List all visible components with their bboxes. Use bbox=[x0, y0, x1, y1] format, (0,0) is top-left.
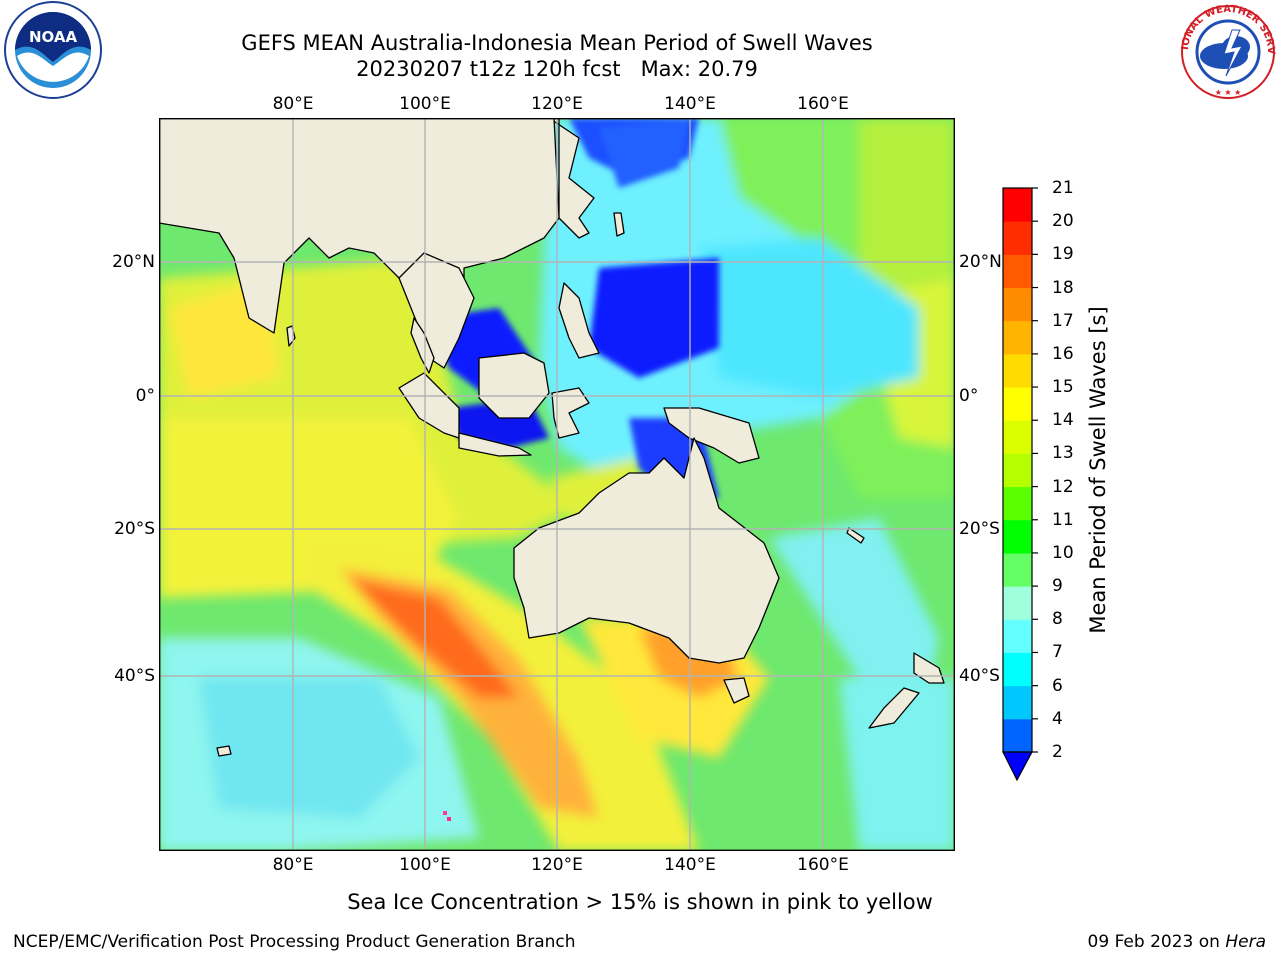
field-west-pacific-cyan bbox=[699, 238, 919, 398]
colorbar-ticks bbox=[1032, 187, 1038, 753]
colorbar-band bbox=[1003, 287, 1032, 322]
lat-label-left: 40°S bbox=[114, 666, 155, 686]
colorbar-band bbox=[1003, 254, 1032, 289]
land-tasmania bbox=[723, 677, 750, 704]
chart-subtitle: 20230207 t12z 120h fcst Max: 20.79 bbox=[356, 57, 758, 81]
land-australia bbox=[513, 437, 780, 664]
colorbar-band bbox=[1003, 652, 1032, 687]
colorbar bbox=[1002, 187, 1038, 782]
svg-text:NOAA: NOAA bbox=[29, 28, 78, 46]
colorbar-band bbox=[1003, 221, 1032, 255]
colorbar-band bbox=[1003, 552, 1032, 587]
colorbar-tick-label: 7 bbox=[1052, 642, 1063, 663]
lon-label-top: 120°E bbox=[531, 94, 583, 114]
field-swell-track-red bbox=[349, 578, 519, 698]
lon-label-bottom: 140°E bbox=[664, 855, 716, 875]
credit-branch: NCEP/EMC/Verification Post Processing Pr… bbox=[13, 932, 576, 952]
lon-label-bottom: 160°E bbox=[797, 855, 849, 875]
lat-label-right: 40°S bbox=[959, 666, 1000, 686]
chart-title: GEFS MEAN Australia-Indonesia Mean Perio… bbox=[241, 31, 873, 55]
land-new-guinea bbox=[663, 407, 760, 464]
lat-label-left: 20°N bbox=[112, 252, 155, 272]
lat-label-right: 0° bbox=[959, 386, 979, 406]
swell-period-map bbox=[159, 118, 955, 851]
field-philippine-sea-blue bbox=[589, 258, 719, 378]
graticule bbox=[159, 118, 955, 851]
colorbar-band bbox=[1003, 420, 1032, 454]
colorbar-band bbox=[1003, 486, 1032, 521]
colorbar-bands bbox=[1003, 188, 1032, 753]
land-philippines bbox=[558, 282, 600, 359]
credit-date: 09 Feb 2023 on Hera bbox=[1088, 932, 1266, 952]
colorbar-tick-label: 16 bbox=[1052, 343, 1074, 364]
colorbar-tick-label: 19 bbox=[1052, 244, 1074, 265]
sea-ice-footnote: Sea Ice Concentration > 15% is shown in … bbox=[347, 890, 933, 914]
lon-label-top: 80°E bbox=[272, 94, 314, 114]
colorbar-tick-label: 17 bbox=[1052, 310, 1074, 331]
colorbar-band bbox=[1003, 387, 1032, 421]
lat-label-left: 0° bbox=[135, 386, 155, 406]
colorbar-extend-triangle bbox=[1002, 751, 1034, 782]
colorbar-tick-label: 8 bbox=[1052, 609, 1063, 630]
colorbar-tick-label: 11 bbox=[1052, 509, 1074, 530]
colorbar-tick-label: 10 bbox=[1052, 542, 1074, 563]
land-java bbox=[458, 432, 532, 457]
colorbar-tick-label: 14 bbox=[1052, 410, 1074, 431]
colorbar-band bbox=[1003, 320, 1032, 355]
field-southeast-cyan bbox=[839, 678, 955, 851]
land-kerguelen bbox=[216, 745, 232, 757]
land-asia-north bbox=[159, 118, 595, 239]
map-border bbox=[159, 118, 955, 851]
land-malay-peninsula bbox=[410, 317, 435, 374]
land-new-zealand-south bbox=[868, 687, 920, 729]
lat-label-left: 20°S bbox=[114, 519, 155, 539]
land-new-caledonia bbox=[846, 527, 865, 544]
colorbar-tick-label: 18 bbox=[1052, 277, 1074, 298]
colorbar-band bbox=[1003, 685, 1032, 720]
lon-label-top: 160°E bbox=[797, 94, 849, 114]
nws-logo: NATIONAL WEATHER SERVICE ★ ★ ★ bbox=[1176, 0, 1276, 99]
colorbar-tick-label: 12 bbox=[1052, 476, 1074, 497]
noaa-logo: NOAA bbox=[4, 1, 102, 99]
credit-machine: Hera bbox=[1225, 932, 1266, 952]
lon-label-top: 140°E bbox=[664, 94, 716, 114]
colorbar-tick-label: 21 bbox=[1052, 178, 1074, 198]
land-sulawesi bbox=[551, 387, 590, 439]
field-southwest-cyan bbox=[199, 678, 419, 818]
lon-label-bottom: 120°E bbox=[531, 855, 583, 875]
lon-label-bottom: 80°E bbox=[272, 855, 314, 875]
colorbar-title: Mean Period of Swell Waves [s] bbox=[1086, 306, 1110, 634]
colorbar-band bbox=[1003, 188, 1032, 222]
credit-date-text: 09 Feb 2023 on bbox=[1087, 932, 1226, 952]
lat-label-right: 20°S bbox=[959, 519, 1000, 539]
colorbar-band bbox=[1003, 353, 1032, 388]
landmasses bbox=[159, 118, 945, 757]
lon-label-top: 100°E bbox=[399, 94, 451, 114]
sea-ice-marker bbox=[443, 811, 451, 821]
colorbar-tick-label: 15 bbox=[1052, 377, 1074, 398]
svg-text:★ ★ ★: ★ ★ ★ bbox=[1215, 88, 1242, 97]
colorbar-outline bbox=[1002, 187, 1033, 753]
colorbar-tick-label: 6 bbox=[1052, 675, 1063, 696]
colorbar-band bbox=[1003, 586, 1032, 620]
lon-label-bottom: 100°E bbox=[399, 855, 451, 875]
colorbar-band bbox=[1003, 619, 1032, 653]
colorbar-tick-label: 13 bbox=[1052, 443, 1074, 464]
colorbar-band bbox=[1003, 718, 1032, 753]
colorbar-band bbox=[1003, 519, 1032, 554]
land-borneo bbox=[478, 352, 550, 419]
colorbar-tick-label: 4 bbox=[1052, 708, 1063, 729]
colorbar-tick-label: 9 bbox=[1052, 576, 1063, 597]
colorbar-tick-label: 2 bbox=[1052, 742, 1063, 762]
colorbar-tick-label: 20 bbox=[1052, 211, 1074, 232]
colorbar-band bbox=[1003, 453, 1032, 488]
land-taiwan bbox=[613, 212, 625, 237]
field-east-china-sea-blue bbox=[599, 118, 689, 188]
lat-label-right: 20°N bbox=[959, 252, 1002, 272]
